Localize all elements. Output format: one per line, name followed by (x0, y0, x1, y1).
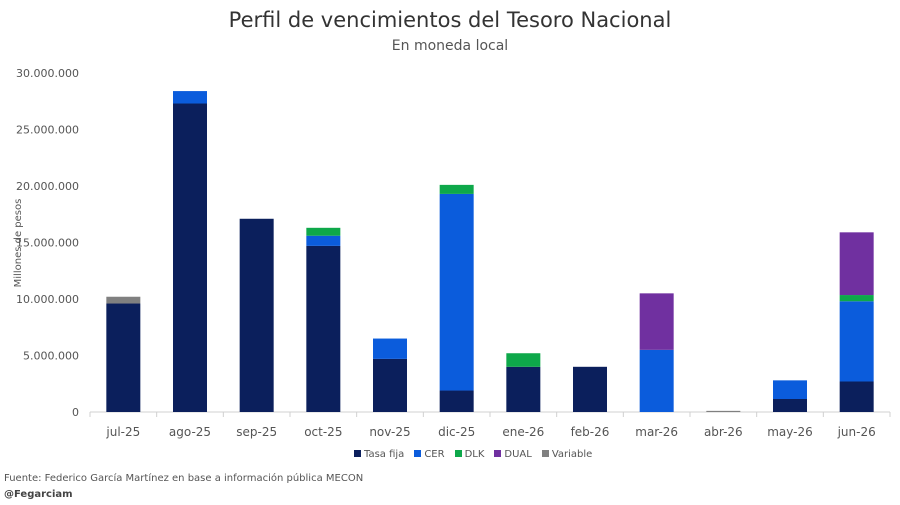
legend-label: DUAL (504, 449, 532, 460)
x-tick-label: ene-26 (502, 425, 544, 439)
bar-segment-variable (106, 296, 141, 304)
legend: Tasa fija CER DLK DUAL Variable (354, 449, 592, 460)
y-tick-label: 15.000.000 (16, 237, 79, 250)
x-tick-label: mar-26 (635, 425, 678, 439)
bar-segment-tasa-fija (506, 366, 541, 412)
legend-label: CER (424, 449, 445, 460)
x-tick-label: sep-25 (236, 425, 277, 439)
x-tick-label: jul-25 (105, 425, 140, 439)
x-tick-label: may-26 (767, 425, 813, 439)
bar-segment-dlk (506, 353, 541, 367)
legend-item: Tasa fija (354, 449, 404, 460)
legend-swatch (354, 450, 361, 457)
x-tick-label: jun-26 (837, 425, 876, 439)
x-tick-label: nov-25 (369, 425, 410, 439)
y-tick-label: 25.000.000 (16, 124, 79, 137)
bar-segment-tasa-fija (173, 103, 207, 412)
chart-subtitle: En moneda local (391, 38, 509, 54)
legend-swatch (414, 450, 422, 457)
x-tick-label: feb-26 (571, 425, 610, 439)
bar-segment-dlk (439, 184, 474, 194)
legend-item: CER (414, 449, 445, 460)
bar-segment-cer (839, 301, 874, 382)
x-tick-label: abr-26 (704, 425, 743, 439)
y-tick-label: 5.000.000 (23, 350, 79, 363)
legend-item: DUAL (494, 449, 532, 460)
chart-title: Perfil de vencimientos del Tesoro Nacion… (228, 8, 672, 32)
bar-segment-tasa-fija (773, 399, 807, 412)
x-tick-label: dic-25 (438, 425, 475, 439)
y-axis-label: Millones de pesos (13, 199, 24, 288)
bar-segment-cer (639, 349, 674, 412)
author-handle: @Fegarciam (4, 489, 73, 500)
bar-segment-tasa-fija (439, 390, 474, 412)
x-tick-label: oct-25 (304, 425, 342, 439)
bar-segment-dual (839, 232, 874, 296)
legend-item: DLK (454, 449, 485, 460)
bar-segment-cer (773, 380, 807, 400)
legend-swatch (541, 450, 549, 457)
y-tick-label: 20.000.000 (16, 180, 79, 193)
legend-label: DLK (464, 449, 485, 460)
y-tick-label: 0 (72, 406, 79, 419)
bar-segment-tasa-fija (573, 366, 607, 412)
y-tick-label: 10.000.000 (16, 293, 79, 306)
y-tick-label: 30.000.000 (16, 67, 79, 80)
bar-segment-tasa-fija (106, 303, 141, 412)
bar-segment-variable (706, 410, 741, 412)
bar-segment-dlk (306, 227, 341, 236)
bar-segment-tasa-fija (373, 358, 407, 412)
source-note: Fuente: Federico García Martínez en base… (4, 473, 364, 484)
bar-segment-tasa-fija (839, 381, 874, 412)
legend-label: Variable (551, 449, 593, 460)
legend-item: Variable (541, 449, 593, 460)
bar-segment-dlk (839, 295, 874, 302)
bar-segment-tasa-fija (306, 245, 341, 412)
x-tick-label: ago-25 (169, 425, 211, 439)
bar-segment-tasa-fija (239, 218, 274, 412)
bar-segment-cer (439, 193, 474, 391)
bar-segment-cer (373, 338, 407, 359)
legend-label: Tasa fija (364, 449, 405, 460)
legend-swatch (494, 450, 502, 457)
legend-swatch (454, 450, 462, 457)
bar-segment-cer (306, 235, 341, 246)
bar-segment-dual (639, 293, 674, 350)
bar-segment-cer (173, 91, 207, 104)
